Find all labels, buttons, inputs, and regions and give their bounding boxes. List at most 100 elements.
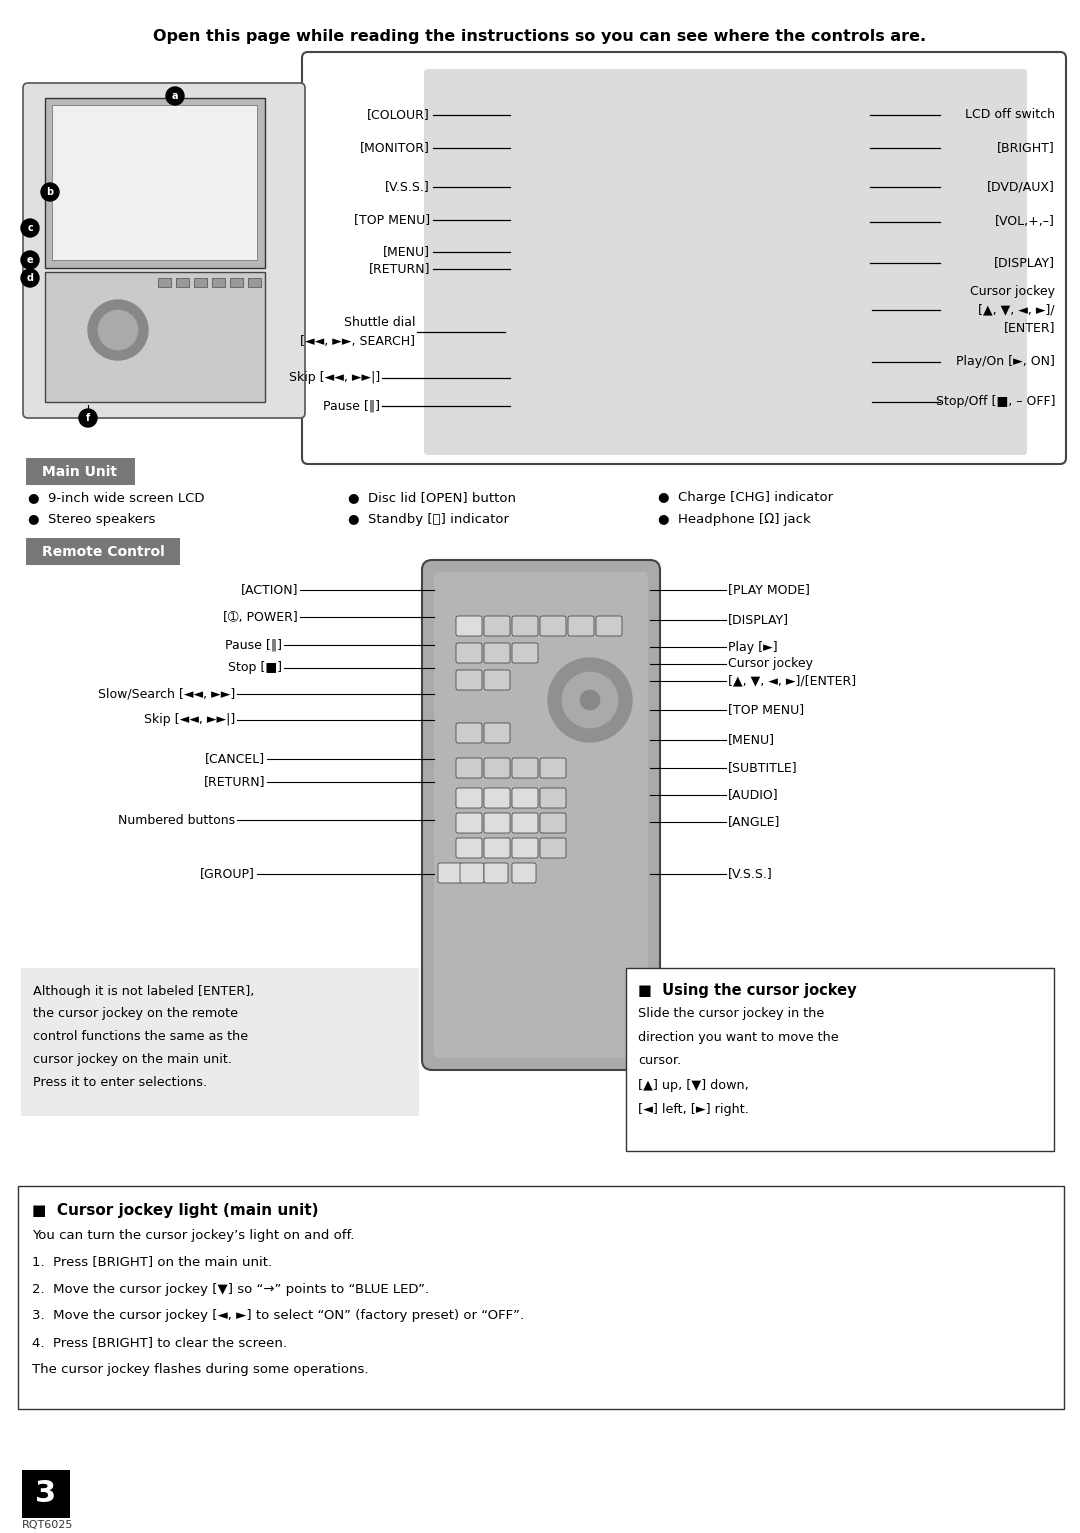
Text: c: c xyxy=(27,222,32,233)
Text: d: d xyxy=(27,273,33,284)
Text: [SUBTITLE]: [SUBTITLE] xyxy=(728,762,798,774)
Text: RQT6025: RQT6025 xyxy=(22,1521,73,1530)
FancyBboxPatch shape xyxy=(484,616,510,636)
Text: Open this page while reading the instructions so you can see where the controls : Open this page while reading the instruc… xyxy=(153,29,927,43)
Bar xyxy=(45,271,265,402)
FancyBboxPatch shape xyxy=(434,572,648,1058)
FancyBboxPatch shape xyxy=(484,642,510,662)
Circle shape xyxy=(166,87,184,104)
Text: [MENU]: [MENU] xyxy=(383,245,430,259)
FancyBboxPatch shape xyxy=(21,967,419,1116)
Text: Cursor jockey: Cursor jockey xyxy=(728,658,813,670)
FancyBboxPatch shape xyxy=(512,839,538,858)
Bar xyxy=(248,277,261,287)
Text: The cursor jockey flashes during some operations.: The cursor jockey flashes during some op… xyxy=(32,1363,368,1377)
Text: Skip [◄◄, ►►|]: Skip [◄◄, ►►|] xyxy=(288,371,380,385)
FancyBboxPatch shape xyxy=(26,458,135,484)
Circle shape xyxy=(21,251,39,268)
Text: [ENTER]: [ENTER] xyxy=(1003,322,1055,334)
Text: Pause [‖]: Pause [‖] xyxy=(323,400,380,412)
FancyBboxPatch shape xyxy=(512,788,538,808)
FancyBboxPatch shape xyxy=(26,538,180,566)
FancyBboxPatch shape xyxy=(18,1187,1064,1409)
FancyBboxPatch shape xyxy=(456,812,482,832)
Circle shape xyxy=(21,219,39,238)
Text: 1.  Press [BRIGHT] on the main unit.: 1. Press [BRIGHT] on the main unit. xyxy=(32,1256,272,1268)
Text: Stop [■]: Stop [■] xyxy=(228,662,282,675)
Circle shape xyxy=(79,409,97,428)
FancyBboxPatch shape xyxy=(456,616,482,636)
Circle shape xyxy=(87,300,148,360)
FancyBboxPatch shape xyxy=(456,788,482,808)
FancyBboxPatch shape xyxy=(456,724,482,744)
Text: Stop/Off [■, – OFF]: Stop/Off [■, – OFF] xyxy=(935,396,1055,408)
Text: [➀, POWER]: [➀, POWER] xyxy=(224,610,298,624)
Text: ■  Cursor jockey light (main unit): ■ Cursor jockey light (main unit) xyxy=(32,1202,319,1217)
Text: ●  Disc lid [OPEN] button: ● Disc lid [OPEN] button xyxy=(348,492,516,504)
FancyBboxPatch shape xyxy=(456,839,482,858)
Text: [V.S.S.]: [V.S.S.] xyxy=(728,868,773,880)
Text: You can turn the cursor jockey’s light on and off.: You can turn the cursor jockey’s light o… xyxy=(32,1228,354,1242)
FancyBboxPatch shape xyxy=(484,788,510,808)
Text: [DISPLAY]: [DISPLAY] xyxy=(994,256,1055,270)
FancyBboxPatch shape xyxy=(484,724,510,744)
Text: [PLAY MODE]: [PLAY MODE] xyxy=(728,584,810,596)
Text: 4.  Press [BRIGHT] to clear the screen.: 4. Press [BRIGHT] to clear the screen. xyxy=(32,1337,287,1349)
Bar xyxy=(176,277,189,287)
Text: ●  Standby [⏻] indicator: ● Standby [⏻] indicator xyxy=(348,514,509,526)
Text: cursor.: cursor. xyxy=(638,1055,681,1067)
FancyBboxPatch shape xyxy=(540,616,566,636)
FancyBboxPatch shape xyxy=(512,812,538,832)
FancyBboxPatch shape xyxy=(302,52,1066,464)
FancyBboxPatch shape xyxy=(484,839,510,858)
Text: [DVD/AUX]: [DVD/AUX] xyxy=(987,181,1055,193)
Text: Main Unit: Main Unit xyxy=(42,464,118,478)
Text: [GROUP]: [GROUP] xyxy=(200,868,255,880)
Text: [▲] up, [▼] down,: [▲] up, [▼] down, xyxy=(638,1079,748,1091)
Text: Numbered buttons: Numbered buttons xyxy=(118,814,235,826)
Text: [COLOUR]: [COLOUR] xyxy=(367,109,430,121)
Bar xyxy=(22,1470,70,1518)
Circle shape xyxy=(21,268,39,287)
Bar xyxy=(212,277,225,287)
FancyBboxPatch shape xyxy=(484,812,510,832)
FancyBboxPatch shape xyxy=(438,863,462,883)
FancyBboxPatch shape xyxy=(540,757,566,779)
FancyBboxPatch shape xyxy=(568,616,594,636)
FancyBboxPatch shape xyxy=(512,642,538,662)
Text: a: a xyxy=(172,90,178,101)
Text: [▲, ▼, ◄, ►]/[ENTER]: [▲, ▼, ◄, ►]/[ENTER] xyxy=(728,675,856,687)
Text: [AUDIO]: [AUDIO] xyxy=(728,788,779,802)
Text: Remote Control: Remote Control xyxy=(42,546,164,560)
FancyBboxPatch shape xyxy=(484,863,508,883)
Text: ●  Stereo speakers: ● Stereo speakers xyxy=(28,514,156,526)
Bar xyxy=(45,98,265,268)
Text: 3: 3 xyxy=(36,1479,56,1508)
FancyBboxPatch shape xyxy=(484,757,510,779)
Text: Skip [◄◄, ►►|]: Skip [◄◄, ►►|] xyxy=(144,713,235,727)
FancyBboxPatch shape xyxy=(596,616,622,636)
FancyBboxPatch shape xyxy=(512,616,538,636)
Bar xyxy=(230,277,243,287)
FancyBboxPatch shape xyxy=(484,670,510,690)
Text: f: f xyxy=(86,412,90,423)
Text: e: e xyxy=(27,254,33,265)
Text: Slow/Search [◄◄, ►►]: Slow/Search [◄◄, ►►] xyxy=(98,687,235,701)
FancyBboxPatch shape xyxy=(460,863,484,883)
Text: 2.  Move the cursor jockey [▼] so “→” points to “BLUE LED”.: 2. Move the cursor jockey [▼] so “→” poi… xyxy=(32,1283,429,1295)
Text: [RETURN]: [RETURN] xyxy=(203,776,265,788)
Circle shape xyxy=(580,690,600,710)
Text: ■  Using the cursor jockey: ■ Using the cursor jockey xyxy=(638,983,856,998)
Text: [MENU]: [MENU] xyxy=(728,733,775,747)
FancyBboxPatch shape xyxy=(512,863,536,883)
FancyBboxPatch shape xyxy=(540,788,566,808)
Text: ●  Headphone [Ω] jack: ● Headphone [Ω] jack xyxy=(658,514,811,526)
Circle shape xyxy=(548,658,632,742)
Text: [TOP MENU]: [TOP MENU] xyxy=(354,213,430,227)
FancyBboxPatch shape xyxy=(422,560,660,1070)
Text: Play [►]: Play [►] xyxy=(728,641,778,653)
FancyBboxPatch shape xyxy=(512,757,538,779)
FancyBboxPatch shape xyxy=(424,69,1027,455)
Text: cursor jockey on the main unit.: cursor jockey on the main unit. xyxy=(33,1053,232,1067)
Text: [◄] left, [►] right.: [◄] left, [►] right. xyxy=(638,1102,748,1116)
